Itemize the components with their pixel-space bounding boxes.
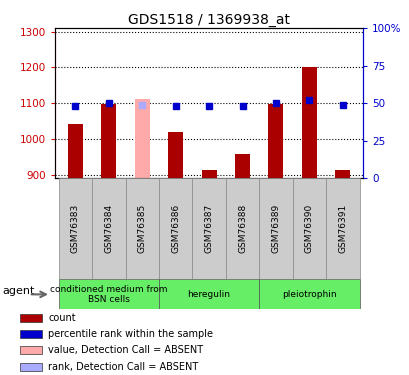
Text: GSM76389: GSM76389 [271, 204, 280, 254]
Bar [20, 314, 42, 321]
Bar [68, 124, 83, 178]
Text: heregulin: heregulin [187, 290, 230, 299]
Title: GDS1518 / 1369938_at: GDS1518 / 1369938_at [128, 13, 290, 27]
Text: rank, Detection Call = ABSENT: rank, Detection Call = ABSENT [48, 362, 198, 372]
Text: pleiotrophin: pleiotrophin [281, 290, 336, 299]
Bar [258, 279, 359, 309]
Text: GSM76386: GSM76386 [171, 204, 180, 254]
Bar [20, 346, 42, 354]
Bar [20, 330, 42, 338]
Bar [125, 178, 159, 279]
Text: percentile rank within the sample: percentile rank within the sample [48, 329, 213, 339]
Bar [292, 178, 325, 279]
Bar [268, 104, 283, 178]
Bar [135, 99, 149, 178]
Text: conditioned medium from
BSN cells: conditioned medium from BSN cells [50, 285, 167, 304]
Bar [92, 178, 125, 279]
Bar [225, 178, 258, 279]
Text: GSM76390: GSM76390 [304, 204, 313, 254]
Bar [201, 170, 216, 178]
Bar [325, 178, 359, 279]
Bar [159, 279, 258, 309]
Bar [258, 178, 292, 279]
Bar [335, 170, 349, 178]
Bar [58, 279, 159, 309]
Text: GSM76388: GSM76388 [238, 204, 246, 254]
Text: GSM76391: GSM76391 [337, 204, 346, 254]
Bar [168, 132, 183, 178]
Text: GSM76383: GSM76383 [71, 204, 80, 254]
Bar [20, 363, 42, 371]
Bar [159, 178, 192, 279]
Bar [234, 154, 249, 178]
Bar [301, 67, 316, 178]
Bar [101, 104, 116, 178]
Text: count: count [48, 313, 76, 322]
Text: GSM76384: GSM76384 [104, 204, 113, 254]
Bar [192, 178, 225, 279]
Text: GSM76387: GSM76387 [204, 204, 213, 254]
Text: agent: agent [3, 286, 35, 296]
Bar [58, 178, 92, 279]
Text: value, Detection Call = ABSENT: value, Detection Call = ABSENT [48, 345, 203, 355]
Text: GSM76385: GSM76385 [137, 204, 146, 254]
